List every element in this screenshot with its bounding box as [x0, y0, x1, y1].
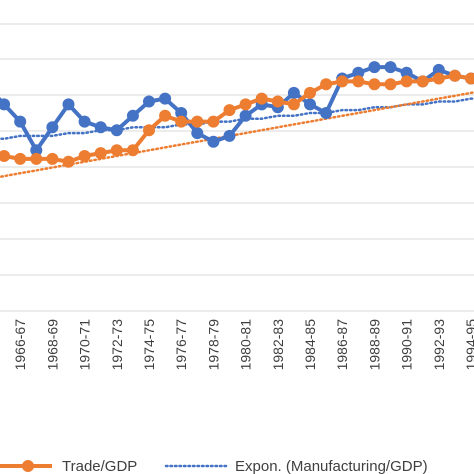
data-point-series-1	[110, 144, 123, 157]
data-point-series-1	[14, 152, 27, 165]
gridlines	[0, 23, 474, 312]
x-tick-label: 1974-75	[141, 319, 157, 371]
data-point-series-1	[30, 152, 43, 165]
data-point-series-0	[223, 129, 236, 142]
data-point-series-0	[14, 115, 27, 128]
data-point-series-0	[175, 107, 188, 119]
data-point-series-0	[94, 121, 107, 134]
data-point-series-0	[207, 135, 220, 148]
data-point-series-1	[159, 109, 172, 122]
data-point-series-1	[62, 155, 75, 168]
series-layer	[0, 61, 474, 179]
x-tick-label: 1976-77	[173, 319, 189, 371]
data-point-series-1	[352, 75, 365, 88]
data-point-series-1	[432, 72, 445, 85]
data-point-series-1	[94, 147, 107, 160]
data-point-series-1	[143, 124, 155, 137]
data-point-series-0	[432, 63, 445, 76]
data-point-series-0	[239, 109, 252, 122]
legend-trade-gdp-label: Trade/GDP	[62, 458, 137, 474]
data-point-series-0	[400, 66, 413, 79]
x-tick-label: 1986-87	[334, 319, 350, 371]
x-tick-label: 1968-69	[44, 319, 60, 371]
data-point-series-0	[384, 61, 397, 74]
data-point-series-0	[126, 109, 139, 122]
data-point-series-1	[271, 95, 284, 108]
data-point-series-1	[191, 115, 204, 128]
data-point-series-1	[175, 115, 188, 128]
data-point-series-1	[320, 78, 333, 91]
data-point-series-1	[223, 104, 236, 117]
data-point-series-1	[465, 72, 474, 85]
x-tick-labels: 1966-67 1968-69 1970-71 1972-73 1974-75 1976-…	[12, 319, 474, 371]
data-point-series-1	[239, 98, 252, 111]
data-point-series-0	[304, 98, 316, 111]
data-point-series-1	[400, 75, 413, 88]
legend-expon-label: Expon. (Manufacturing/GDP)	[235, 458, 428, 474]
data-point-series-1	[304, 86, 316, 99]
data-point-series-1	[126, 144, 139, 157]
x-tick-label: 1970-71	[77, 319, 93, 371]
data-point-series-1	[336, 75, 349, 88]
data-point-series-0	[46, 121, 59, 134]
data-point-series-1	[0, 150, 11, 162]
data-point-series-0	[191, 127, 204, 140]
data-point-series-1	[207, 115, 220, 128]
x-tick-label: 1984-85	[302, 319, 318, 371]
legend-trade-gdp-marker	[22, 460, 34, 472]
x-tick-label: 1966-67	[12, 319, 28, 371]
x-tick-label: 1990-91	[399, 319, 415, 371]
data-point-series-0	[159, 92, 172, 105]
data-point-series-1	[368, 78, 381, 91]
data-point-series-0	[320, 107, 333, 119]
x-tick-label: 1972-73	[109, 319, 125, 371]
data-point-series-0	[30, 144, 43, 157]
data-point-series-1	[78, 150, 91, 162]
x-tick-label: 1988-89	[366, 319, 382, 371]
data-point-series-1	[46, 152, 59, 165]
data-point-series-1	[287, 98, 300, 111]
data-point-series-0	[143, 95, 155, 108]
x-tick-label: 1994-95	[463, 319, 474, 371]
data-point-series-0	[287, 86, 300, 99]
data-point-series-1	[255, 92, 268, 105]
data-point-series-1	[448, 69, 461, 82]
data-point-series-1	[416, 75, 429, 88]
x-tick-label: 1982-83	[270, 319, 286, 371]
data-point-series-0	[62, 98, 75, 111]
data-point-series-0	[352, 66, 365, 79]
x-tick-label: 1992-93	[431, 319, 447, 371]
data-point-series-1	[384, 78, 397, 91]
legend: Trade/GDP Expon. (Manufacturing/GDP)	[0, 458, 428, 474]
x-tick-label: 1980-81	[238, 319, 254, 371]
data-point-series-0	[368, 61, 381, 74]
data-point-series-0	[78, 115, 91, 128]
data-point-series-0	[0, 98, 11, 111]
data-point-series-0	[110, 124, 123, 137]
x-tick-label: 1978-79	[205, 319, 221, 371]
